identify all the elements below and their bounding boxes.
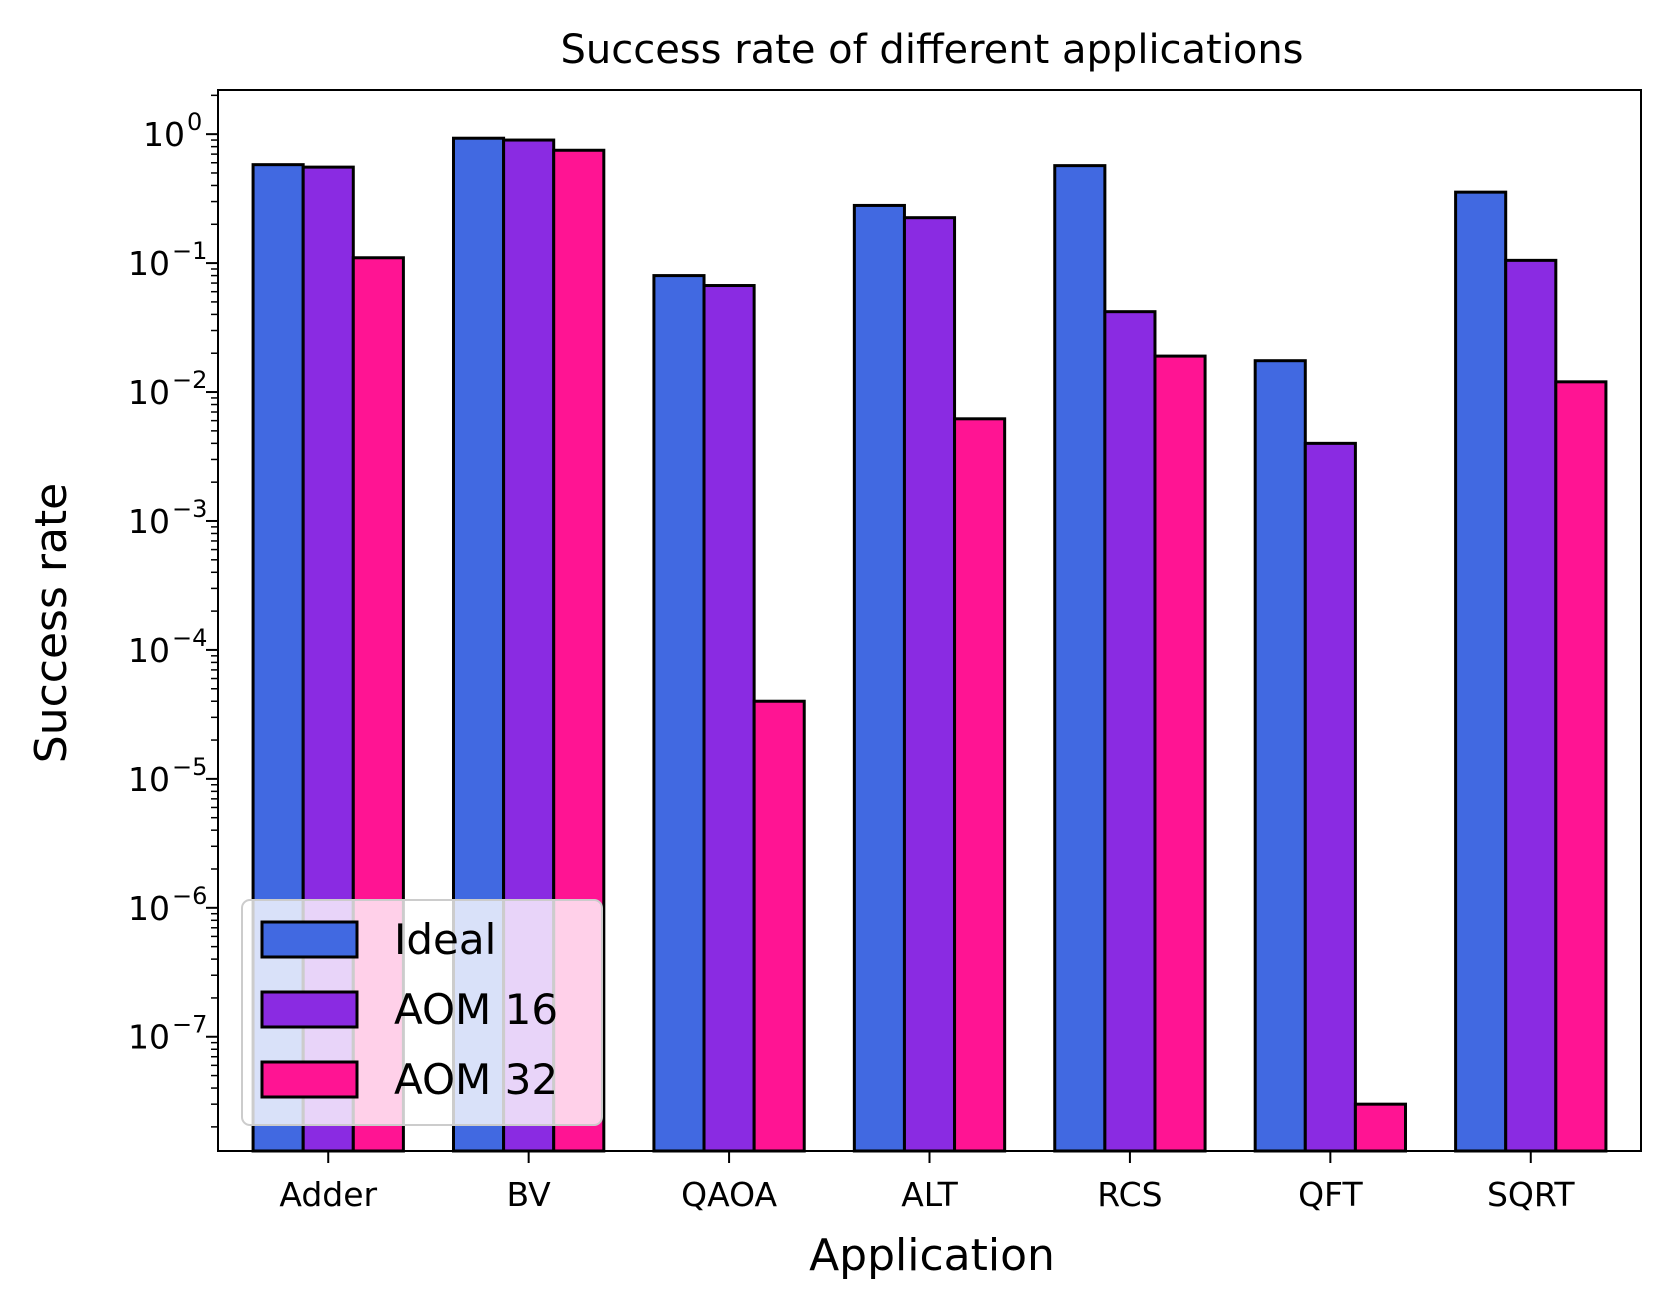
x-tick-label: SQRT — [1487, 1175, 1575, 1214]
y-tick-label: 10 −7 — [128, 1011, 207, 1057]
legend-label: Ideal — [394, 915, 496, 964]
y-tick-exponent: −2 — [172, 366, 207, 394]
bar-qaoa-aom-32 — [752, 699, 806, 1153]
y-tick-exponent: −1 — [172, 237, 207, 265]
y-tick-base: 10 — [143, 115, 185, 154]
x-tick-label: RCS — [1097, 1175, 1162, 1214]
bar-alt-aom-32 — [953, 417, 1007, 1153]
y-tick-base: 10 — [128, 760, 170, 799]
y-tick-exponent: −6 — [172, 882, 207, 910]
y-tick-label: 10 −2 — [128, 366, 207, 412]
legend-label: AOM 16 — [394, 985, 558, 1034]
bar-rcs-aom-16 — [1103, 310, 1157, 1153]
y-tick-base: 10 — [128, 889, 170, 928]
bar-qaoa-aom-16 — [702, 284, 756, 1153]
bar-alt-aom-16 — [902, 216, 957, 1153]
x-tick-label: Adder — [279, 1175, 377, 1214]
bar-rcs-ideal — [1053, 164, 1107, 1153]
legend-swatch-aom-32 — [260, 1060, 359, 1099]
x-tick-label: QAOA — [681, 1175, 777, 1214]
bar-qft-ideal — [1253, 359, 1307, 1153]
y-tick-base: 10 — [128, 244, 170, 283]
y-tick-base: 10 — [128, 631, 170, 670]
bar-sqrt-aom-32 — [1554, 380, 1608, 1153]
x-axis-title: Application — [809, 1230, 1055, 1281]
y-tick-base: 10 — [128, 373, 170, 412]
x-tick-label: BV — [507, 1175, 552, 1214]
bar-sqrt-aom-16 — [1504, 258, 1558, 1153]
bar-rcs-aom-32 — [1153, 354, 1207, 1153]
bar-alt-ideal — [852, 203, 906, 1153]
legend-swatch-ideal — [260, 920, 359, 959]
y-tick-label: 10 0 — [143, 108, 202, 154]
y-tick-label: 10 −5 — [128, 753, 207, 799]
legend-label: AOM 32 — [394, 1055, 558, 1104]
y-tick-label: 10 −3 — [128, 495, 207, 541]
y-tick-label: 10 −1 — [128, 237, 207, 283]
y-tick-label: 10 −6 — [128, 882, 207, 928]
y-tick-base: 10 — [128, 1018, 170, 1057]
y-tick-exponent: −7 — [172, 1011, 207, 1039]
legend-swatch-aom-16 — [260, 990, 359, 1029]
y-tick-exponent: 0 — [187, 108, 202, 136]
legend: Ideal AOM 16 AOM 32 — [241, 899, 603, 1126]
plot-frame — [217, 89, 1642, 1152]
y-tick-exponent: −5 — [172, 753, 207, 781]
y-axis-title: Success rate — [26, 483, 77, 763]
bar-qft-aom-16 — [1303, 441, 1357, 1153]
bar-qft-aom-32 — [1353, 1102, 1408, 1153]
bar-sqrt-ideal — [1454, 190, 1508, 1153]
bar-qaoa-ideal — [652, 274, 706, 1153]
y-tick-label: 10 −4 — [128, 624, 207, 670]
chart-title: Success rate of different applications — [560, 27, 1303, 73]
y-tick-exponent: −3 — [172, 495, 207, 523]
x-tick-label: QFT — [1298, 1175, 1363, 1214]
y-tick-base: 10 — [128, 502, 170, 541]
y-tick-exponent: −4 — [172, 624, 207, 652]
x-tick-label: ALT — [901, 1175, 958, 1214]
